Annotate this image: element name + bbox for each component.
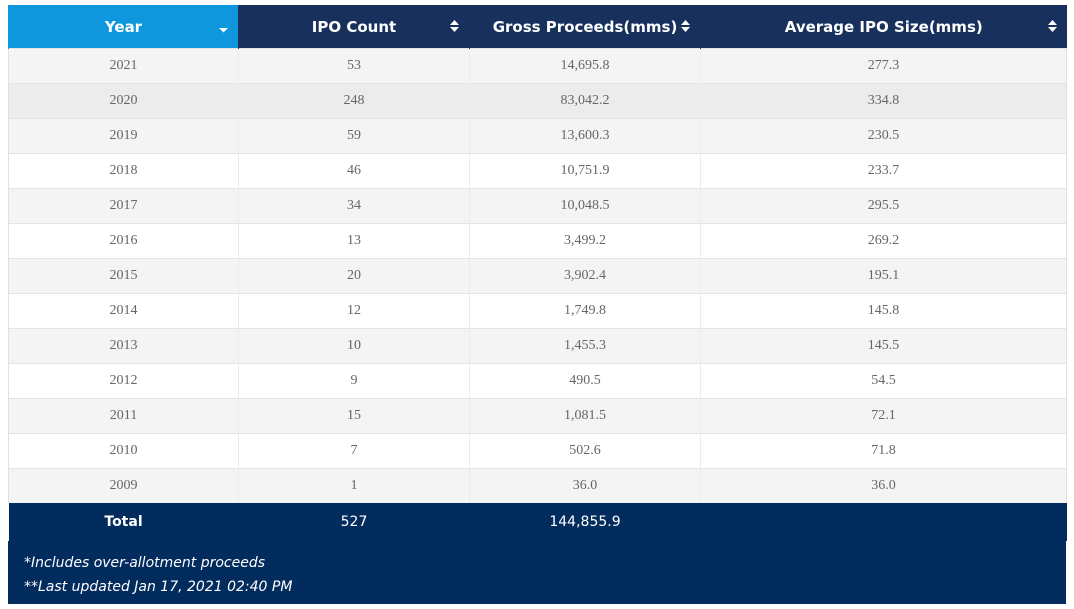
- cell-year: 2019: [8, 118, 239, 154]
- cell-average-ipo-size: 72.1: [700, 398, 1067, 434]
- sort-icon[interactable]: [450, 19, 459, 33]
- cell-year: 2014: [8, 293, 239, 329]
- cell-gross-proceeds: 490.5: [469, 363, 701, 399]
- column-header-gross-proceeds[interactable]: Gross Proceeds(mms): [469, 5, 701, 49]
- cell-gross-proceeds: 1,081.5: [469, 398, 701, 434]
- table-row: 2017 34 10,048.5 295.5: [8, 188, 1067, 224]
- cell-year: 2009: [8, 468, 239, 503]
- column-header-label: Average IPO Size(mms): [784, 17, 983, 36]
- cell-gross-proceeds: 10,751.9: [469, 153, 701, 189]
- table-row: 2012 9 490.5 54.5: [8, 363, 1067, 399]
- cell-ipo-count: 7: [238, 433, 470, 469]
- column-header-label: IPO Count: [311, 17, 397, 36]
- cell-average-ipo-size: 230.5: [700, 118, 1067, 154]
- cell-gross-proceeds: 36.0: [469, 468, 701, 503]
- cell-ipo-count: 46: [238, 153, 470, 189]
- cell-gross-proceeds: 1,749.8: [469, 293, 701, 329]
- total-gross-proceeds: 144,855.9: [469, 503, 701, 541]
- cell-ipo-count: 248: [238, 83, 470, 119]
- cell-year: 2011: [8, 398, 239, 434]
- sort-icon[interactable]: [1047, 19, 1057, 33]
- cell-gross-proceeds: 3,902.4: [469, 258, 701, 294]
- cell-gross-proceeds: 83,042.2: [469, 83, 701, 119]
- cell-ipo-count: 53: [238, 48, 470, 84]
- total-row: Total 527 144,855.9: [8, 503, 1067, 541]
- cell-average-ipo-size: 145.5: [700, 328, 1067, 364]
- table-row: 2021 53 14,695.8 277.3: [8, 48, 1067, 84]
- table-row: 2014 12 1,749.8 145.8: [8, 293, 1067, 329]
- cell-year: 2021: [8, 48, 239, 84]
- cell-year: 2017: [8, 188, 239, 224]
- cell-ipo-count: 1: [238, 468, 470, 503]
- cell-average-ipo-size: 71.8: [700, 433, 1067, 469]
- cell-gross-proceeds: 3,499.2: [469, 223, 701, 259]
- column-header-ipo-count[interactable]: IPO Count: [238, 5, 470, 49]
- cell-average-ipo-size: 295.5: [700, 188, 1067, 224]
- table-row: 2011 15 1,081.5 72.1: [8, 398, 1067, 434]
- cell-year: 2016: [8, 223, 239, 259]
- table-body: 2021 53 14,695.8 277.3 2020 248 83,042.2…: [8, 48, 1067, 503]
- cell-gross-proceeds: 502.6: [469, 433, 701, 469]
- total-ipo-count: 527: [238, 503, 470, 541]
- table-row: 2016 13 3,499.2 269.2: [8, 223, 1067, 259]
- cell-year: 2015: [8, 258, 239, 294]
- cell-average-ipo-size: 54.5: [700, 363, 1067, 399]
- table-row: 2009 1 36.0 36.0: [8, 468, 1067, 503]
- footnote-over-allotment: *Includes over-allotment proceeds: [24, 555, 266, 571]
- cell-average-ipo-size: 233.7: [700, 153, 1067, 189]
- cell-year: 2018: [8, 153, 239, 189]
- cell-year: 2010: [8, 433, 239, 469]
- cell-gross-proceeds: 13,600.3: [469, 118, 701, 154]
- cell-average-ipo-size: 36.0: [700, 468, 1067, 503]
- sort-desc-icon[interactable]: [219, 19, 228, 33]
- sort-icon[interactable]: [681, 19, 690, 33]
- cell-gross-proceeds: 10,048.5: [469, 188, 701, 224]
- column-header-label: Gross Proceeds(mms): [492, 17, 678, 36]
- table-footnotes: *Includes over-allotment proceeds **Last…: [8, 541, 1066, 604]
- table-row: 2018 46 10,751.9 233.7: [8, 153, 1067, 189]
- cell-year: 2020: [8, 83, 239, 119]
- cell-ipo-count: 59: [238, 118, 470, 154]
- cell-ipo-count: 15: [238, 398, 470, 434]
- column-header-average-ipo-size[interactable]: Average IPO Size(mms): [700, 5, 1067, 49]
- cell-average-ipo-size: 277.3: [700, 48, 1067, 84]
- cell-average-ipo-size: 195.1: [700, 258, 1067, 294]
- total-label: Total: [8, 503, 239, 541]
- cell-ipo-count: 12: [238, 293, 470, 329]
- ipo-stats-table-container: Year IPO Count Gross Proceeds(mms): [8, 5, 1067, 604]
- table-row: 2010 7 502.6 71.8: [8, 433, 1067, 469]
- cell-ipo-count: 13: [238, 223, 470, 259]
- cell-ipo-count: 9: [238, 363, 470, 399]
- table-row: 2013 10 1,455.3 145.5: [8, 328, 1067, 364]
- total-average-ipo-size: [700, 503, 1067, 541]
- cell-ipo-count: 20: [238, 258, 470, 294]
- column-header-year[interactable]: Year: [8, 5, 239, 49]
- cell-gross-proceeds: 14,695.8: [469, 48, 701, 84]
- cell-gross-proceeds: 1,455.3: [469, 328, 701, 364]
- cell-ipo-count: 10: [238, 328, 470, 364]
- table-row: 2020 248 83,042.2 334.8: [8, 83, 1067, 119]
- table-row: 2019 59 13,600.3 230.5: [8, 118, 1067, 154]
- column-header-label: Year: [104, 17, 143, 36]
- cell-average-ipo-size: 269.2: [700, 223, 1067, 259]
- ipo-stats-table: Year IPO Count Gross Proceeds(mms): [8, 5, 1067, 541]
- cell-average-ipo-size: 145.8: [700, 293, 1067, 329]
- cell-year: 2013: [8, 328, 239, 364]
- cell-year: 2012: [8, 363, 239, 399]
- cell-average-ipo-size: 334.8: [700, 83, 1067, 119]
- table-row: 2015 20 3,902.4 195.1: [8, 258, 1067, 294]
- cell-ipo-count: 34: [238, 188, 470, 224]
- footnote-last-updated: **Last updated Jan 17, 2021 02:40 PM: [24, 579, 293, 595]
- header-row: Year IPO Count Gross Proceeds(mms): [8, 5, 1067, 49]
